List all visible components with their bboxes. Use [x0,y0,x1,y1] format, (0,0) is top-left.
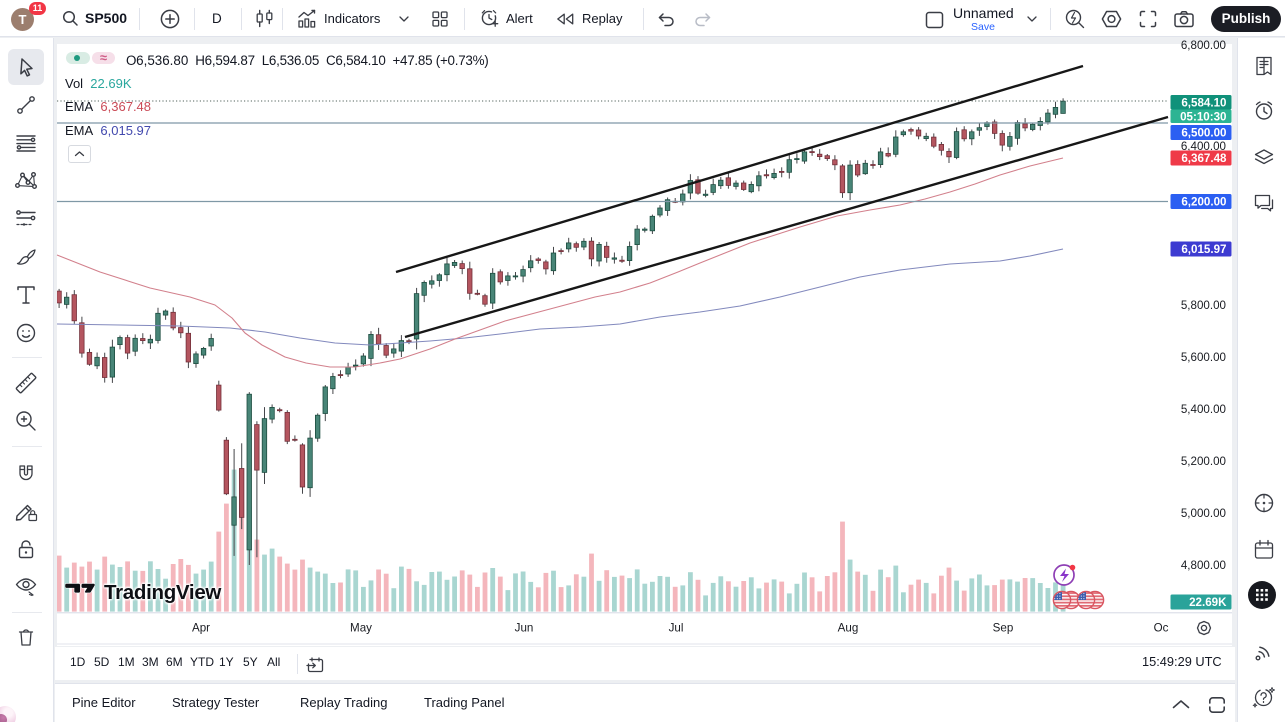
svg-text:4,800.00: 4,800.00 [1181,559,1226,572]
svg-text:6,800.00: 6,800.00 [1181,39,1226,52]
svg-text:6,400.00: 6,400.00 [1181,140,1226,153]
svg-text:5,400.00: 5,400.00 [1181,403,1226,416]
svg-text:Jun: Jun [515,622,534,635]
svg-text:5,800.00: 5,800.00 [1181,299,1226,312]
svg-text:6,200.00: 6,200.00 [1181,196,1226,209]
svg-text:05:10:30: 05:10:30 [1180,111,1226,124]
svg-text:5,200.00: 5,200.00 [1181,455,1226,468]
svg-text:May: May [350,622,372,635]
svg-text:5,000.00: 5,000.00 [1181,507,1226,520]
svg-text:6,015.97: 6,015.97 [1181,243,1226,256]
svg-text:Jul: Jul [669,622,684,635]
svg-text:5,600.00: 5,600.00 [1181,351,1226,364]
svg-text:Oc: Oc [1154,622,1169,635]
svg-text:22.69K: 22.69K [1189,596,1227,609]
svg-text:Aug: Aug [838,622,859,635]
svg-text:6,367.48: 6,367.48 [1181,152,1227,165]
svg-text:6,584.10: 6,584.10 [1181,97,1226,110]
svg-text:Sep: Sep [993,622,1014,635]
svg-text:Apr: Apr [192,622,210,635]
svg-text:6,500.00: 6,500.00 [1181,127,1226,140]
